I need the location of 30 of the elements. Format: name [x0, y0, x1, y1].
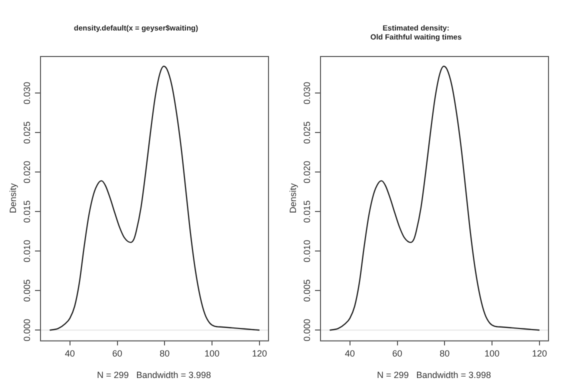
- x-tick-label: 80: [160, 348, 170, 358]
- x-tick-label: 100: [204, 348, 220, 358]
- y-tick-label: 0.020: [22, 160, 32, 184]
- y-tick-label: 0.015: [302, 200, 312, 223]
- line-series: [329, 66, 540, 331]
- x-axis-title: N = 299 Bandwidth = 3.998: [376, 370, 492, 380]
- x-tick-label: 100: [484, 348, 500, 358]
- y-tick-label: 0.030: [22, 82, 32, 104]
- y-axis-title: Density: [8, 182, 18, 214]
- x-tick-label: 40: [344, 348, 355, 358]
- y-tick-label: 0.005: [302, 279, 312, 302]
- x-tick-label: 40: [64, 348, 75, 358]
- y-tick-label: 0.000: [22, 318, 32, 342]
- y-tick-label: 0.000: [302, 318, 312, 342]
- x-tick-label: 60: [392, 348, 402, 358]
- y-tick-label: 0.030: [302, 82, 312, 104]
- y-tick-label: 0.005: [22, 279, 32, 302]
- x-tick-label: 120: [252, 348, 267, 358]
- y-tick-label: 0.010: [302, 240, 312, 262]
- y-tick-label: 0.015: [22, 200, 32, 223]
- y-tick-label: 0.025: [22, 121, 32, 144]
- x-tick-label: 80: [440, 348, 450, 358]
- y-tick-label: 0.025: [302, 121, 312, 144]
- x-tick-label: 60: [112, 348, 122, 358]
- line-series: [49, 66, 260, 331]
- y-tick-label: 0.020: [302, 160, 312, 184]
- y-tick-label: 0.010: [22, 240, 32, 262]
- y-axis-title: Density: [288, 182, 298, 214]
- x-axis-title: N = 299 Bandwidth = 3.998: [96, 370, 212, 380]
- x-tick-label: 120: [532, 348, 547, 358]
